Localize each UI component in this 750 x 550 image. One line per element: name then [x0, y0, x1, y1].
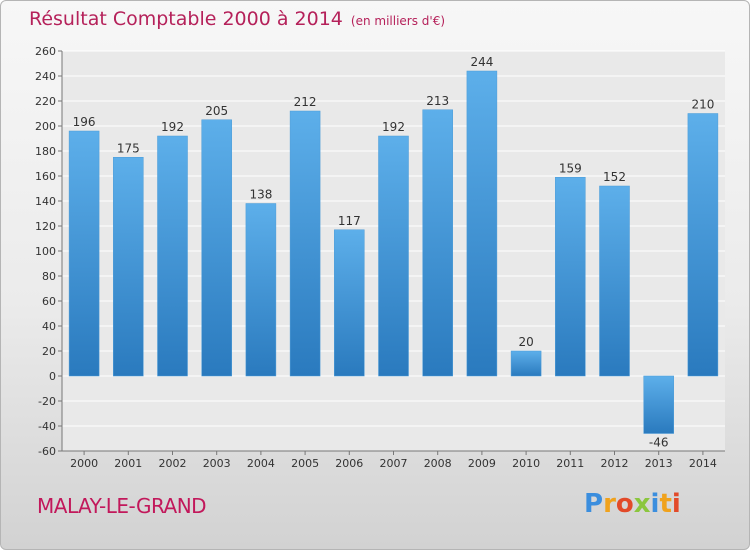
data-label: 192 [161, 120, 184, 134]
proxiti-logo: Proxiti [584, 489, 681, 519]
bar-2008 [422, 109, 453, 377]
bar-2012 [599, 185, 630, 377]
y-tick-label: 20 [42, 345, 56, 358]
data-label: 138 [249, 188, 272, 202]
logo-letter: P [584, 489, 604, 519]
data-label: 205 [205, 104, 228, 118]
bar-2014 [687, 113, 719, 377]
logo-letter: o [615, 489, 634, 519]
x-tick-label: 2008 [424, 457, 452, 470]
y-tick-label: 40 [42, 320, 56, 333]
x-tick-label: 2002 [159, 457, 187, 470]
bar-2004 [245, 203, 277, 377]
logo-letter: r [603, 489, 616, 519]
y-tick-label: 200 [35, 120, 56, 133]
data-label: 196 [73, 115, 96, 129]
x-tick-label: 2009 [468, 457, 496, 470]
data-label: 213 [426, 94, 449, 108]
bar-2006 [334, 229, 365, 377]
x-tick-label: 2014 [689, 457, 717, 470]
x-tick-label: 2005 [291, 457, 319, 470]
y-tick-label: 260 [35, 45, 56, 58]
x-tick-label: 2000 [70, 457, 98, 470]
x-tick-label: 2004 [247, 457, 275, 470]
x-tick-label: 2012 [601, 457, 629, 470]
town-name: MALAY-LE-GRAND [37, 494, 207, 518]
data-label: 210 [691, 98, 714, 112]
y-tick-label: 160 [35, 170, 56, 183]
chart-title: Résultat Comptable 2000 à 2014 (en millie… [29, 8, 445, 30]
x-tick-label: 2010 [512, 457, 540, 470]
y-tick-label: -40 [38, 420, 56, 433]
data-label: -46 [649, 436, 669, 450]
y-tick-label: 240 [35, 70, 56, 83]
y-tick-label: 140 [35, 195, 56, 208]
bar-2005 [289, 110, 321, 377]
x-tick-label: 2013 [645, 457, 673, 470]
bar-2007 [378, 135, 409, 377]
data-label: 117 [338, 214, 361, 228]
y-tick-label: 0 [49, 370, 56, 383]
chart-subtitle: (en milliers d'€) [350, 14, 446, 28]
y-tick-label: 120 [35, 220, 56, 233]
bar-2009 [466, 70, 498, 377]
bar-2013 [643, 375, 674, 434]
y-tick-label: 180 [35, 145, 56, 158]
logo-letter: t [659, 489, 672, 519]
logo-letter: x [633, 489, 651, 519]
x-tick-label: 2003 [203, 457, 231, 470]
logo-letter: i [650, 489, 660, 519]
data-label: 212 [294, 95, 317, 109]
y-tick-label: 80 [42, 270, 56, 283]
y-tick-label: 60 [42, 295, 56, 308]
bar-2002 [157, 135, 188, 377]
bar-2000 [68, 130, 100, 377]
x-tick-label: 2006 [335, 457, 363, 470]
x-tick-label: 2007 [380, 457, 408, 470]
y-tick-label: 100 [35, 245, 56, 258]
y-tick-label: 220 [35, 95, 56, 108]
data-label: 20 [518, 335, 533, 349]
title-text: Résultat Comptable 2000 à 2014 [29, 8, 343, 30]
bar-2003 [201, 119, 232, 377]
bar-2010 [510, 350, 542, 377]
data-label: 152 [603, 170, 626, 184]
bar-2011 [555, 177, 586, 377]
x-tick-label: 2001 [114, 457, 142, 470]
logo-letter: i [671, 489, 681, 519]
y-tick-label: -20 [38, 395, 56, 408]
data-label: 192 [382, 120, 405, 134]
data-label: 175 [117, 141, 140, 155]
data-label: 244 [470, 55, 493, 69]
data-label: 159 [559, 161, 582, 175]
x-tick-label: 2011 [556, 457, 584, 470]
bar-2001 [113, 157, 144, 377]
y-tick-label: -60 [38, 445, 56, 458]
